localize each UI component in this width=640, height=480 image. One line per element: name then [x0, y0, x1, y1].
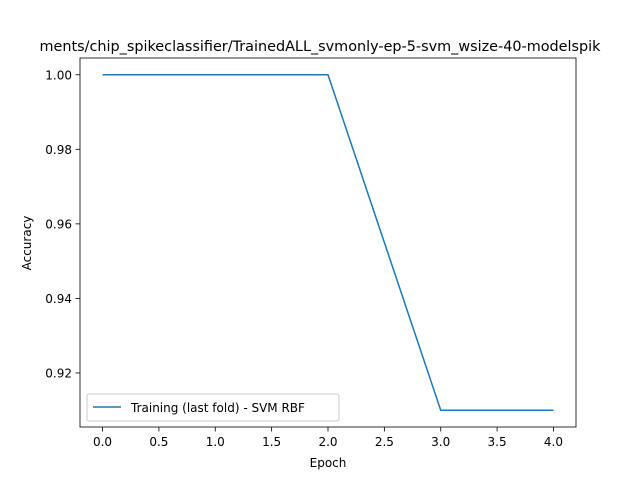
series-line-training	[102, 74, 554, 411]
x-tick-label: 3.5	[488, 435, 507, 449]
legend-frame	[86, 393, 340, 422]
series-layer	[102, 74, 554, 411]
legend-entry: Training (last fold) - SVM RBF	[130, 401, 305, 415]
x-tick-label: 1.0	[206, 435, 225, 449]
x-tick-label: 3.0	[431, 435, 450, 449]
y-tick-label: 0.94	[45, 292, 72, 306]
x-tick-label: 1.5	[262, 435, 281, 449]
y-tick-label: 1.00	[45, 68, 72, 82]
x-tick-label: 0.0	[93, 435, 112, 449]
y-tick-label: 0.92	[45, 366, 72, 380]
chart-title: ments/chip_spikeclassifier/TrainedALL_sv…	[40, 39, 602, 55]
x-tick-label: 0.5	[149, 435, 168, 449]
plot-frame	[79, 57, 577, 428]
x-tick-label: 2.0	[318, 435, 337, 449]
y-axis-label: Accuracy	[20, 216, 34, 271]
x-tick-label: 4.0	[544, 435, 563, 449]
legend: Training (last fold) - SVM RBF	[86, 393, 340, 422]
x-axis-ticks: 0.0 0.5 1.0 1.5 2.0 2.5 3.0 3.5 4.0	[93, 427, 563, 449]
x-tick-label: 2.5	[375, 435, 394, 449]
y-tick-label: 0.96	[45, 217, 72, 231]
y-axis-ticks: 0.92 0.94 0.96 0.98 1.00	[45, 68, 80, 380]
y-tick-label: 0.98	[45, 143, 72, 157]
x-axis-label: Epoch	[310, 456, 347, 470]
